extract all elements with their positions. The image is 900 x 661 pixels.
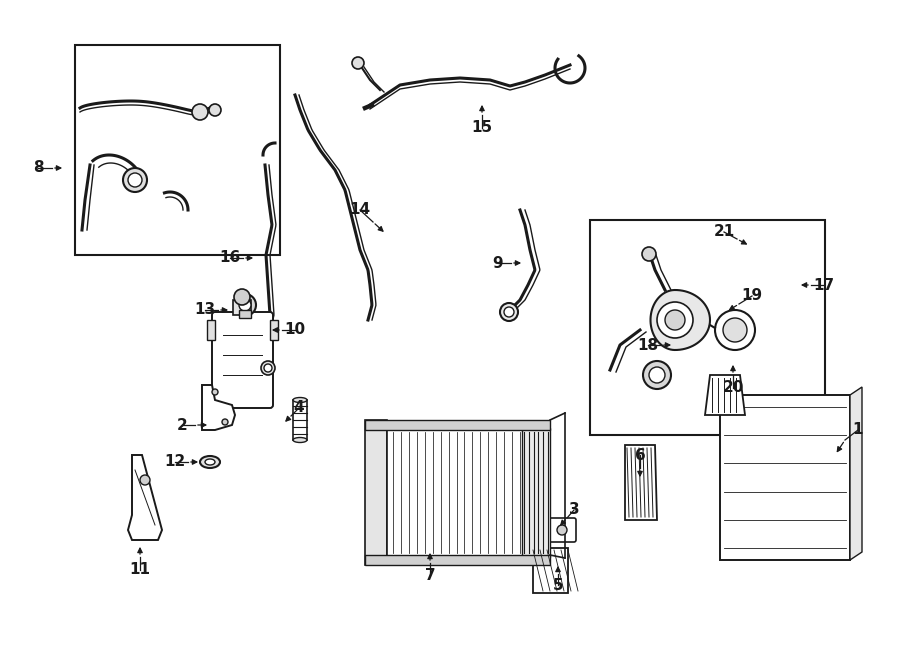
Circle shape: [643, 361, 671, 389]
Text: 17: 17: [814, 278, 834, 293]
Text: 5: 5: [553, 578, 563, 592]
Circle shape: [261, 361, 275, 375]
Text: 12: 12: [165, 455, 185, 469]
Text: 8: 8: [32, 161, 43, 176]
Text: 20: 20: [723, 381, 743, 395]
Bar: [387, 428, 550, 557]
Circle shape: [723, 318, 747, 342]
Bar: [293, 400, 307, 440]
Text: 15: 15: [472, 120, 492, 136]
Text: 13: 13: [194, 303, 216, 317]
Circle shape: [649, 367, 665, 383]
Circle shape: [234, 294, 256, 316]
Bar: [233, 300, 251, 315]
Bar: [75, 45, 280, 255]
Ellipse shape: [293, 438, 307, 442]
Circle shape: [212, 389, 218, 395]
Text: 9: 9: [492, 256, 503, 270]
Text: 11: 11: [130, 563, 150, 578]
Circle shape: [234, 289, 250, 305]
Polygon shape: [705, 375, 745, 415]
Circle shape: [140, 475, 150, 485]
Text: 2: 2: [176, 418, 187, 432]
Circle shape: [128, 173, 142, 187]
Ellipse shape: [293, 397, 307, 403]
Circle shape: [192, 104, 208, 120]
Text: 21: 21: [714, 225, 734, 239]
Circle shape: [657, 302, 693, 338]
Ellipse shape: [200, 456, 220, 468]
Circle shape: [352, 57, 364, 69]
Circle shape: [239, 299, 251, 311]
FancyBboxPatch shape: [212, 312, 273, 408]
Circle shape: [209, 104, 221, 116]
Text: 4: 4: [293, 401, 304, 416]
Text: 16: 16: [220, 251, 240, 266]
Text: 14: 14: [349, 202, 371, 217]
Bar: [590, 220, 825, 435]
Bar: [720, 395, 850, 560]
Text: 19: 19: [742, 288, 762, 303]
Polygon shape: [625, 445, 657, 520]
Polygon shape: [651, 290, 710, 350]
Bar: [365, 420, 550, 430]
Text: 1: 1: [853, 422, 863, 438]
Bar: [207, 320, 215, 340]
Circle shape: [123, 168, 147, 192]
Polygon shape: [202, 385, 235, 430]
Circle shape: [264, 364, 272, 372]
Bar: [522, 428, 550, 557]
Bar: [270, 320, 278, 340]
Polygon shape: [850, 387, 862, 560]
Bar: [365, 555, 550, 565]
Circle shape: [665, 310, 685, 330]
Bar: [239, 310, 251, 318]
Text: 6: 6: [634, 447, 645, 463]
Circle shape: [557, 525, 567, 535]
Ellipse shape: [205, 459, 215, 465]
FancyBboxPatch shape: [548, 518, 576, 542]
Text: 10: 10: [284, 323, 306, 338]
Bar: [365, 420, 387, 565]
Circle shape: [222, 419, 228, 425]
Circle shape: [500, 303, 518, 321]
Circle shape: [504, 307, 514, 317]
Text: 18: 18: [637, 338, 659, 352]
Circle shape: [642, 247, 656, 261]
Polygon shape: [533, 548, 568, 593]
Polygon shape: [128, 455, 162, 540]
Text: 7: 7: [425, 568, 436, 582]
Text: 3: 3: [569, 502, 580, 518]
Circle shape: [715, 310, 755, 350]
